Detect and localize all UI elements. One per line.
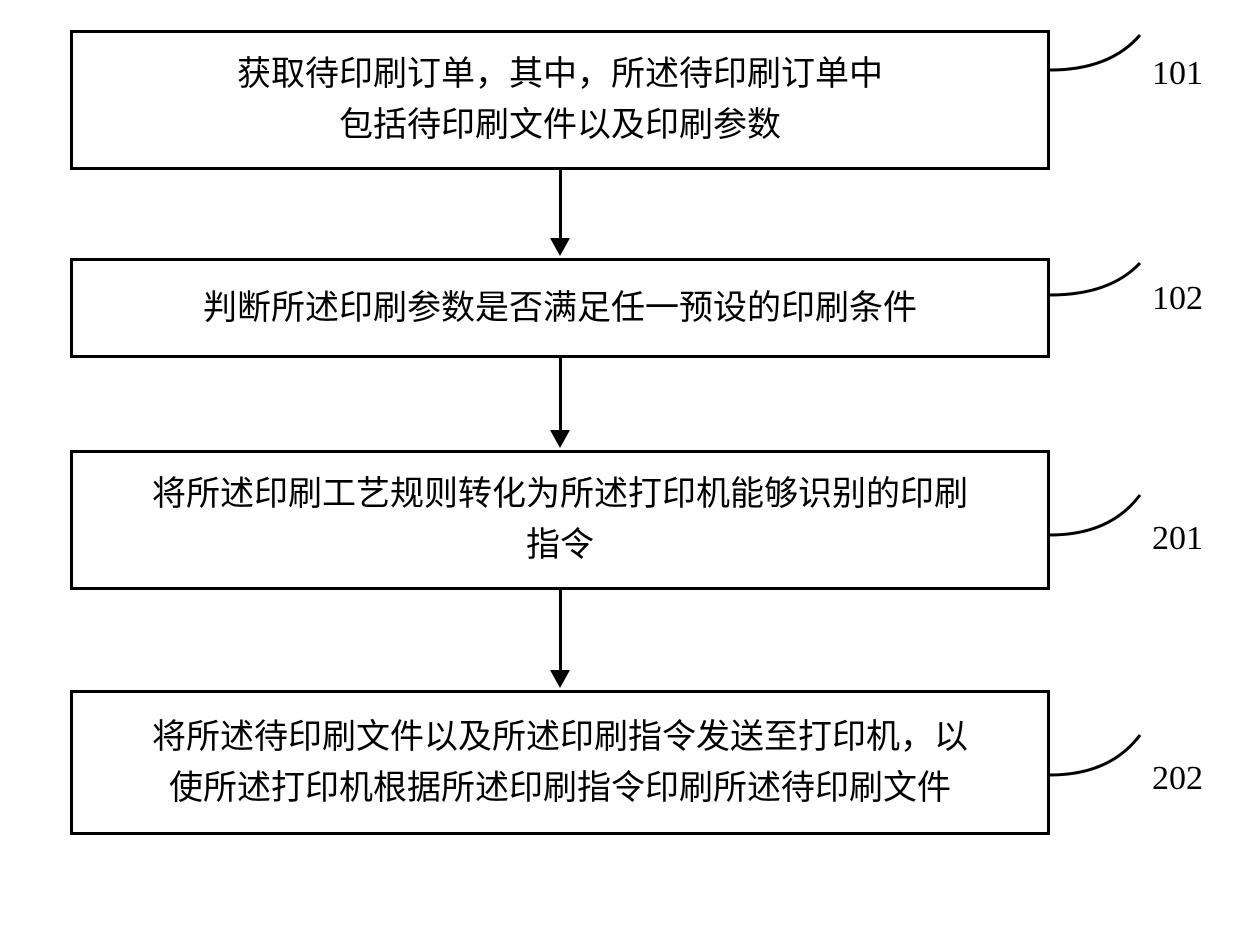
connector-101 [1050, 30, 1150, 90]
arrow-line-3 [559, 590, 562, 672]
box-text: 判断所述印刷参数是否满足任一预设的印刷条件 [203, 283, 917, 334]
box-text: 获取待印刷订单，其中，所述待印刷订单中 包括待印刷文件以及印刷参数 [237, 49, 883, 151]
label-101: 101 [1152, 55, 1203, 93]
label-102: 102 [1152, 280, 1203, 318]
flowchart-box-101: 获取待印刷订单，其中，所述待印刷订单中 包括待印刷文件以及印刷参数 [70, 30, 1050, 170]
flowchart-box-201: 将所述印刷工艺规则转化为所述打印机能够识别的印刷 指令 [70, 450, 1050, 590]
connector-202 [1050, 730, 1150, 790]
arrow-head-3 [550, 670, 570, 688]
box-text: 将所述待印刷文件以及所述印刷指令发送至打印机，以 使所述打印机根据所述印刷指令印… [152, 712, 968, 814]
arrow-head-2 [550, 430, 570, 448]
flowchart-box-102: 判断所述印刷参数是否满足任一预设的印刷条件 [70, 258, 1050, 358]
flowchart-box-202: 将所述待印刷文件以及所述印刷指令发送至打印机，以 使所述打印机根据所述印刷指令印… [70, 690, 1050, 835]
label-201: 201 [1152, 520, 1203, 558]
label-202: 202 [1152, 760, 1203, 798]
flowchart-container: 获取待印刷订单，其中，所述待印刷订单中 包括待印刷文件以及印刷参数 101 判断… [0, 0, 1240, 927]
box-text: 将所述印刷工艺规则转化为所述打印机能够识别的印刷 指令 [152, 469, 968, 571]
arrow-line-2 [559, 358, 562, 432]
connector-102 [1050, 258, 1150, 318]
connector-201 [1050, 490, 1150, 550]
arrow-line-1 [559, 170, 562, 240]
arrow-head-1 [550, 238, 570, 256]
